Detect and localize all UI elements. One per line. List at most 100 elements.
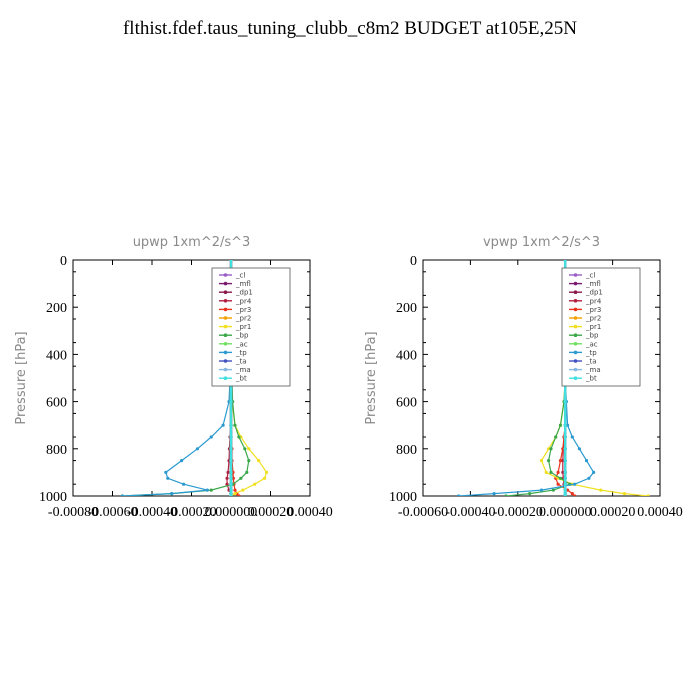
- data-point-pr1: [253, 482, 257, 486]
- data-point-pr3: [237, 494, 241, 496]
- y-axis-label: Pressure [hPa]: [364, 331, 379, 424]
- x-tick-label: -0.00020: [166, 505, 216, 520]
- legend-label: _dp1: [585, 289, 603, 297]
- legend-label: _bt: [585, 375, 597, 383]
- data-point-bt: [229, 494, 233, 496]
- data-point-tp: [577, 447, 582, 451]
- legend-marker: [573, 342, 578, 346]
- data-point-tp: [570, 435, 574, 439]
- data-point-pr3: [556, 482, 560, 486]
- x-tick-label: 0.00020: [590, 505, 636, 520]
- data-point-pr1: [257, 459, 261, 463]
- y-tick-label: 200: [396, 301, 417, 316]
- data-point-bt: [563, 423, 567, 427]
- legend-label: _bt: [235, 375, 247, 383]
- data-point-tp: [587, 476, 591, 480]
- legend-marker: [573, 324, 578, 329]
- data-point-pr3: [556, 470, 560, 474]
- y-tick-label: 600: [396, 396, 417, 411]
- data-point-bp: [237, 435, 241, 439]
- data-point-pr3: [570, 492, 574, 496]
- data-point-bp: [554, 435, 558, 439]
- data-point-bt: [229, 459, 233, 463]
- data-point-pr3: [558, 459, 563, 463]
- legend-marker: [223, 367, 228, 372]
- data-point-pr1: [622, 492, 627, 496]
- data-point-bt: [229, 482, 233, 486]
- y-tick-label: 1000: [389, 490, 417, 505]
- data-point-tp: [209, 435, 213, 439]
- data-point-pr1: [646, 494, 650, 496]
- data-point-tp: [205, 488, 209, 492]
- y-tick-label: 400: [396, 348, 417, 363]
- data-point-pr4: [225, 476, 229, 480]
- y-axis-label: Pressure [hPa]: [14, 331, 29, 424]
- data-point-bp: [247, 459, 251, 463]
- legend-marker: [223, 281, 228, 286]
- x-tick-label: -0.00060: [87, 505, 137, 520]
- data-point-bp: [245, 470, 249, 474]
- data-point-tp: [170, 492, 174, 496]
- legend-label: _pr4: [585, 297, 602, 305]
- data-point-pr1: [264, 470, 269, 474]
- x-tick-label: -0.00040: [445, 505, 495, 520]
- data-point-tp: [166, 476, 170, 480]
- legend-marker: [223, 333, 228, 338]
- x-tick-label: -0.00060: [398, 505, 448, 520]
- legend-marker: [223, 324, 228, 329]
- data-point-tp: [120, 494, 124, 496]
- data-point-bt: [229, 488, 233, 492]
- data-point-bt: [229, 447, 233, 451]
- legend-label: _pr1: [585, 323, 601, 331]
- data-point-pr4: [561, 470, 565, 474]
- legend-label: _mfl: [585, 280, 601, 288]
- legend-marker: [223, 307, 228, 312]
- legend-label: _pr2: [585, 315, 601, 323]
- data-point-pr1: [241, 488, 245, 492]
- legend-marker: [573, 316, 578, 320]
- data-point-bp: [239, 476, 243, 480]
- legend-marker: [573, 350, 578, 355]
- data-point-tp: [492, 492, 496, 496]
- data-point-tp: [539, 488, 544, 492]
- data-point-pr1: [233, 492, 237, 496]
- chart-title: vpwp 1xm^2/s^3: [483, 235, 600, 250]
- data-point-bt: [563, 482, 567, 486]
- data-point-bp: [528, 492, 532, 496]
- legend-marker: [573, 273, 578, 277]
- legend-label: _cl: [585, 272, 595, 280]
- data-point-pr3: [231, 476, 235, 480]
- x-tick-label: -0.00080: [48, 505, 98, 520]
- data-point-bt: [563, 492, 567, 496]
- legend-label: _pr2: [235, 315, 251, 323]
- data-point-bt: [229, 492, 233, 496]
- data-point-pr1: [547, 447, 551, 451]
- data-point-bp: [549, 447, 553, 451]
- data-point-bp: [209, 488, 213, 492]
- data-point-bt: [229, 470, 233, 474]
- x-tick-label: 0.00040: [287, 505, 333, 520]
- data-point-bt: [229, 476, 233, 480]
- chart-panel-2: vpwp 1xm^2/s^302004006008001000-0.00060-…: [364, 235, 683, 520]
- legend-label: _pr3: [585, 306, 601, 314]
- data-point-bt: [563, 400, 567, 404]
- data-point-pr3: [573, 494, 577, 496]
- x-tick-label: 0.000000: [205, 505, 258, 520]
- x-tick-label: 0.000000: [539, 505, 592, 520]
- data-point-tp: [164, 470, 168, 474]
- data-point-bp: [233, 423, 237, 427]
- data-point-tp: [221, 423, 225, 427]
- data-point-tp: [573, 482, 577, 486]
- legend-label: _ta: [235, 358, 247, 366]
- data-point-tp: [584, 459, 589, 463]
- data-point-bp: [549, 470, 553, 474]
- y-tick-label: 0: [410, 254, 417, 269]
- data-point-bp: [547, 459, 551, 463]
- data-point-bt: [563, 260, 567, 262]
- data-point-pr3: [565, 488, 570, 492]
- y-tick-label: 200: [46, 301, 67, 316]
- legend-label: _pr4: [235, 297, 252, 305]
- data-point-pr4: [226, 470, 230, 474]
- legend-label: _ta: [585, 358, 597, 366]
